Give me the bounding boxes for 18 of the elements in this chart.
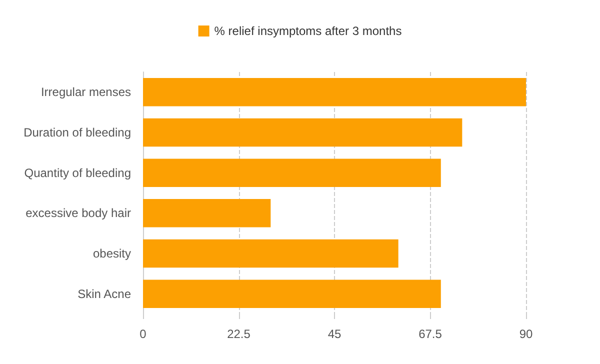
y-tick-label: Skin Acne <box>78 286 132 301</box>
y-tick-label: Irregular menses <box>40 85 131 100</box>
x-tick-label: 22.5 <box>227 327 251 341</box>
bar <box>143 199 271 228</box>
legend-label: % relief insymptoms after 3 months <box>214 24 402 38</box>
x-tick-label: 90 <box>519 327 533 341</box>
bar <box>143 118 462 147</box>
y-tick-label: Duration of bleeding <box>24 126 131 140</box>
bar <box>143 78 526 106</box>
y-tick-label: obesity <box>92 246 131 260</box>
bar <box>143 239 398 268</box>
x-tick-label: 0 <box>140 327 147 341</box>
bar <box>143 158 441 187</box>
y-tick-label: Quantity of bleeding <box>24 166 131 180</box>
x-tick-label: 67.5 <box>418 327 442 341</box>
y-tick-label: excessive body hair <box>26 206 131 220</box>
bar <box>143 280 441 308</box>
x-tick-label: 45 <box>328 327 342 341</box>
